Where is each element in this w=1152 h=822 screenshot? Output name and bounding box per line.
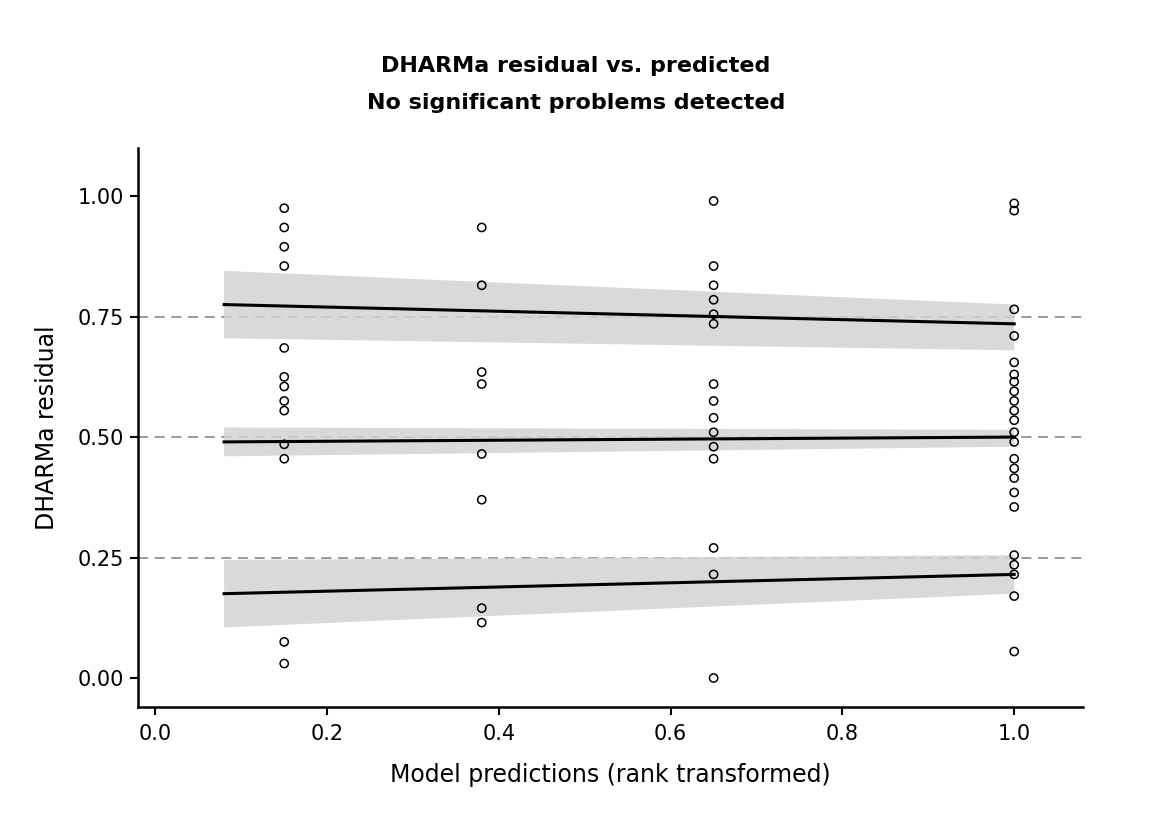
- Text: DHARMa residual vs. predicted: DHARMa residual vs. predicted: [381, 56, 771, 76]
- Point: [275, 395, 294, 408]
- Y-axis label: DHARMa residual: DHARMa residual: [35, 326, 59, 529]
- Point: [1005, 302, 1023, 316]
- Polygon shape: [225, 555, 1014, 627]
- Point: [275, 370, 294, 383]
- Point: [1005, 452, 1023, 465]
- Point: [472, 616, 491, 629]
- Point: [472, 366, 491, 379]
- Point: [1005, 368, 1023, 381]
- Point: [275, 221, 294, 234]
- Point: [1005, 568, 1023, 581]
- Point: [704, 194, 722, 207]
- Point: [704, 293, 722, 307]
- X-axis label: Model predictions (rank transformed): Model predictions (rank transformed): [391, 763, 831, 787]
- Point: [704, 411, 722, 424]
- Point: [704, 440, 722, 453]
- Point: [472, 447, 491, 460]
- Point: [704, 317, 722, 330]
- Point: [1005, 204, 1023, 217]
- Point: [472, 279, 491, 292]
- Polygon shape: [225, 427, 1014, 456]
- Point: [1005, 501, 1023, 514]
- Point: [275, 240, 294, 253]
- Point: [704, 279, 722, 292]
- Point: [704, 395, 722, 408]
- Point: [1005, 472, 1023, 485]
- Point: [472, 493, 491, 506]
- Point: [1005, 375, 1023, 388]
- Point: [704, 426, 722, 439]
- Point: [1005, 486, 1023, 499]
- Point: [704, 260, 722, 273]
- Point: [1005, 558, 1023, 571]
- Point: [275, 438, 294, 451]
- Point: [1005, 436, 1023, 449]
- Polygon shape: [225, 270, 1014, 350]
- Text: No significant problems detected: No significant problems detected: [366, 93, 786, 113]
- Point: [275, 404, 294, 417]
- Point: [1005, 589, 1023, 603]
- Point: [275, 341, 294, 354]
- Point: [1005, 548, 1023, 561]
- Point: [1005, 413, 1023, 427]
- Point: [275, 452, 294, 465]
- Point: [1005, 196, 1023, 210]
- Point: [472, 377, 491, 390]
- Point: [704, 377, 722, 390]
- Point: [704, 542, 722, 555]
- Point: [275, 380, 294, 393]
- Point: [1005, 330, 1023, 343]
- Point: [275, 635, 294, 649]
- Point: [1005, 462, 1023, 475]
- Point: [1005, 395, 1023, 408]
- Point: [275, 657, 294, 670]
- Point: [704, 568, 722, 581]
- Point: [1005, 404, 1023, 417]
- Point: [1005, 356, 1023, 369]
- Point: [704, 452, 722, 465]
- Point: [1005, 426, 1023, 439]
- Point: [1005, 385, 1023, 398]
- Point: [275, 201, 294, 215]
- Point: [1005, 645, 1023, 658]
- Point: [275, 260, 294, 273]
- Point: [704, 672, 722, 685]
- Point: [472, 602, 491, 615]
- Point: [704, 307, 722, 321]
- Point: [472, 221, 491, 234]
